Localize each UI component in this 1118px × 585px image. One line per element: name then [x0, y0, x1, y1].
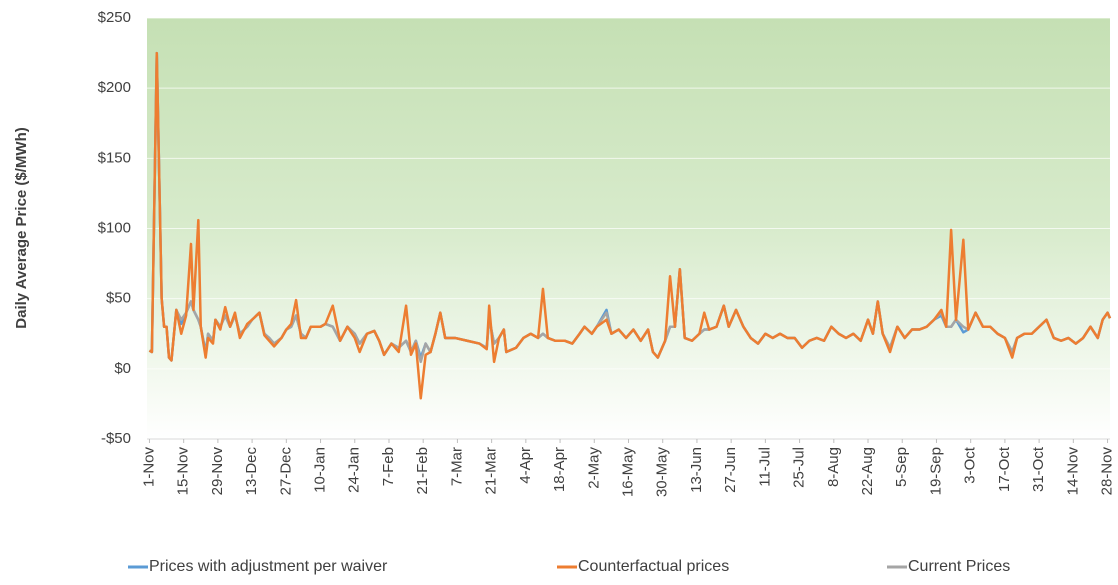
y-tick-label: $250 — [98, 9, 131, 26]
x-tick-label: 10-Jan — [312, 447, 329, 493]
y-tick-label: $50 — [106, 290, 131, 307]
y-tick-label: -$50 — [101, 430, 131, 447]
x-tick-label: 31-Oct — [1030, 446, 1047, 492]
x-tick-label: 28-Nov — [1099, 447, 1116, 496]
x-tick-label: 13-Dec — [243, 447, 260, 496]
x-tick-label: 3-Oct — [962, 446, 979, 484]
x-tick-label: 22-Aug — [859, 447, 876, 495]
x-tick-label: 15-Nov — [175, 447, 192, 496]
x-tick-label: 8-Aug — [825, 447, 842, 487]
x-tick-label: 25-Jul — [791, 447, 808, 488]
y-axis-title: Daily Average Price ($/MWh) — [13, 127, 30, 328]
x-tick-label: 13-Jun — [688, 447, 705, 493]
legend-label: Prices with adjustment per waiver — [149, 558, 388, 575]
x-tick-label: 17-Oct — [996, 446, 1013, 492]
x-tick-label: 21-Mar — [483, 447, 500, 495]
x-tick-label: 2-May — [585, 447, 602, 489]
x-tick-label: 24-Jan — [346, 447, 363, 493]
x-tick-label: 21-Feb — [414, 447, 431, 495]
x-tick-label: 5-Sep — [893, 447, 910, 487]
x-tick-label: 19-Sep — [927, 447, 944, 495]
y-tick-label: $0 — [114, 360, 131, 377]
legend-label: Current Prices — [908, 558, 1010, 575]
x-tick-label: 30-May — [654, 447, 671, 498]
y-tick-label: $100 — [98, 219, 131, 236]
x-tick-label: 1-Nov — [140, 447, 157, 488]
series-line — [148, 51, 1112, 400]
x-tick-label: 4-Apr — [517, 447, 534, 484]
x-tick-label: 7-Mar — [448, 447, 465, 486]
x-tick-label: 14-Nov — [1064, 447, 1081, 496]
y-tick-label: $200 — [98, 79, 131, 96]
x-tick-label: 18-Apr — [551, 447, 568, 492]
x-tick-label: 27-Jun — [722, 447, 739, 493]
x-tick-label: 7-Feb — [380, 447, 397, 486]
x-tick-label: 16-May — [619, 447, 636, 498]
legend-label: Counterfactual prices — [578, 558, 729, 575]
y-tick-label: $150 — [98, 149, 131, 166]
x-tick-label: 27-Dec — [277, 447, 294, 496]
x-tick-label: 29-Nov — [209, 447, 226, 496]
x-tick-label: 11-Jul — [756, 447, 773, 487]
